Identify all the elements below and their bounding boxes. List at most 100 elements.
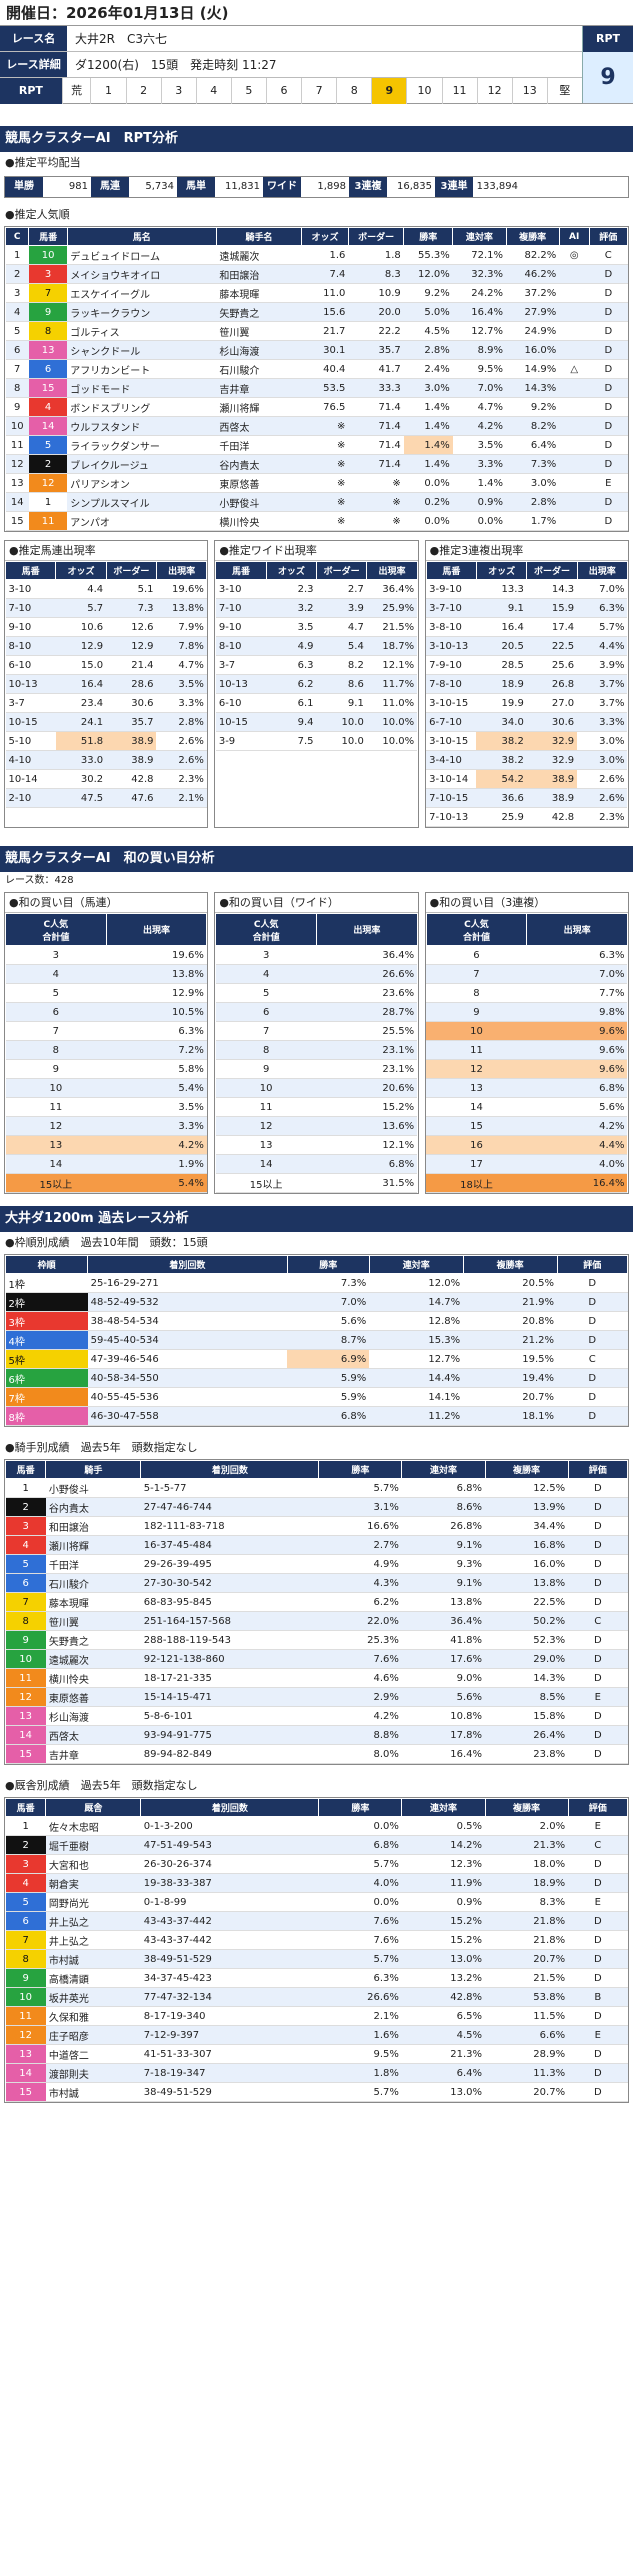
table-row: 1枠 25-16-29-271 7.3% 12.0% 20.5% D: [5, 1273, 628, 1293]
table-cell: 14: [5, 492, 29, 512]
table-cell: 4枠: [5, 1330, 88, 1350]
column-header: 評価: [556, 1255, 629, 1274]
table-row: 5 12.9%: [5, 983, 207, 1003]
table-row: 5-10 51.8 38.9 2.6%: [5, 731, 207, 751]
table-cell: 10.0: [316, 731, 367, 751]
table-cell: 1.4%: [403, 416, 453, 436]
table-row: 7 藤本現暉 68-83-95-845 6.2% 13.8% 22.5% D: [5, 1592, 628, 1612]
table-cell: [559, 378, 590, 398]
table-cell: 3-7: [5, 693, 56, 713]
table-cell: 0.2%: [403, 492, 453, 512]
table-row: 7 6.3%: [5, 1021, 207, 1041]
column-header: 騎手: [45, 1460, 142, 1479]
table-cell: 5.1: [106, 579, 157, 599]
table-row: 10-15 24.1 35.7 2.8%: [5, 712, 207, 732]
table-cell: 4.7%: [156, 655, 207, 675]
table-row: 10-14 30.2 42.8 2.3%: [5, 769, 207, 789]
table-cell: 4: [5, 302, 29, 322]
table-cell: 19.4%: [463, 1368, 558, 1388]
table-cell: 2: [5, 264, 29, 284]
table-cell: 9.6%: [526, 1059, 628, 1079]
table-row: 15 吉井章 89-94-82-849 8.0% 16.4% 23.8% D: [5, 1744, 628, 1764]
table-row: 2 3 メイショウキオイロ 和田譲治 7.4 8.3 12.0% 32.3% 46.2% D: [5, 264, 628, 284]
table-cell: 10.9: [348, 283, 404, 303]
table-cell: 10: [215, 1078, 317, 1098]
table-cell: 28.5: [476, 655, 527, 675]
table-cell: 25.3%: [318, 1630, 402, 1650]
pay-row: 単勝 981 馬連 5,734 馬単 11,831 ワイド 1,898 3連複 16,835 3連単…: [4, 176, 629, 198]
table-row: 14 5.6%: [426, 1097, 628, 1117]
table-cell: 1: [28, 492, 68, 512]
table-cell: 2: [5, 1497, 46, 1517]
table-cell: 西啓太: [216, 416, 302, 436]
table-row: 13 杉山海渡 5-8-6-101 4.2% 10.8% 15.8% D: [5, 1706, 628, 1726]
table-cell: 23.8%: [485, 1744, 569, 1764]
table-row: 8-10 4.9 5.4 18.7%: [215, 636, 418, 656]
table-cell: 3-10-13: [426, 636, 477, 656]
column-header: 評価: [567, 1460, 629, 1479]
table-cell: 21.5%: [366, 617, 418, 637]
table-cell: 14: [5, 2063, 46, 2083]
table-cell: 7: [28, 283, 68, 303]
table-cell: 12.8%: [369, 1311, 464, 1331]
table-cell: D: [568, 1630, 628, 1650]
table-cell: シャンクドール: [67, 340, 217, 360]
table-cell: 横川怜央: [216, 511, 302, 531]
table-cell: 5.8%: [106, 1059, 207, 1079]
column-header: 馬番: [4, 1460, 47, 1479]
table-cell: 21.9%: [463, 1292, 558, 1312]
table-cell: D: [557, 1330, 628, 1350]
table-row: 15 4.2%: [426, 1116, 628, 1136]
table-cell: 9.4: [266, 712, 317, 732]
table-row: 10 14 ウルフスタンド 西啓太 ※ 71.4 1.4% 4.2% 8.2% D: [5, 416, 628, 436]
table-row: 9 5.8%: [5, 1059, 207, 1079]
table-cell: 3.3%: [452, 454, 507, 474]
table-cell: 11: [5, 1097, 107, 1117]
table-cell: 35.7: [106, 712, 157, 732]
table-cell: 40.4: [301, 359, 349, 379]
table-cell: 42.8: [106, 769, 157, 789]
table-cell: 3.0%: [577, 731, 628, 751]
table-cell: 3: [5, 1854, 46, 1874]
table-row: 10-13 16.4 28.6 3.5%: [5, 674, 207, 694]
table-row: 4-10 33.0 38.9 2.6%: [5, 750, 207, 770]
table-cell: 68-83-95-845: [140, 1592, 319, 1612]
table-cell: エスケイイーグル: [67, 283, 217, 303]
table-cell: 21.5%: [485, 1968, 569, 1988]
table-cell: 12: [5, 1116, 107, 1136]
table-header-row: 馬番 騎手 着別回数 勝率 連対率 複勝率 評価: [4, 1460, 629, 1479]
table-cell: 2.1%: [318, 2006, 402, 2026]
table-cell: 8.2%: [506, 416, 560, 436]
waku-title: ●枠順別成績 過去10年間 頭数：15頭: [5, 1236, 208, 1249]
table-cell: [559, 473, 590, 493]
table-cell: 9.5%: [318, 2044, 402, 2064]
table-row: 9 4 ボンドスブリング 瀬川将輝 76.5 71.4 1.4% 4.7% 9.2% D: [5, 397, 628, 417]
table-cell: 6.8%: [401, 1478, 485, 1498]
rpt-scale-cell: 11: [441, 78, 477, 104]
table-cell: 2.6%: [577, 769, 628, 789]
column-header: 騎手名: [215, 227, 303, 246]
table-cell: 5-10: [5, 731, 56, 751]
table-row: 10-15 9.4 10.0 10.0%: [215, 712, 418, 732]
table-row: 10 5.4%: [5, 1078, 207, 1098]
table-cell: ウルフスタンド: [67, 416, 217, 436]
table-row: 14 1 シンプルスマイル 小野俊斗 ※ ※ 0.2% 0.9% 2.8% D: [5, 492, 628, 512]
sanfuku-table: 馬番 オッズ ボーダー 出現率 3-9-10 13.3 14.3 7.0% 3-7-10 9.1 1…: [425, 561, 628, 827]
table-cell: 24.9%: [506, 321, 560, 341]
table-cell: 6.3%: [318, 1968, 402, 1988]
table-cell: 4.5%: [403, 321, 453, 341]
table-cell: D: [557, 1273, 628, 1293]
table-cell: 8.2: [316, 655, 367, 675]
rpt-scale-cell: 9: [371, 78, 407, 104]
wa-panels: ●和の買い目（馬連） C人気 合計値 出現率 3 19.6% 4 13.8% 5 12.9% 6 1…: [0, 890, 633, 1198]
table-cell: 8: [215, 1040, 317, 1060]
column-header: 連対率: [401, 1460, 486, 1479]
table-cell: 0.0%: [318, 1816, 402, 1836]
table-cell: 22.0%: [318, 1611, 402, 1631]
table-cell: 43-43-37-442: [140, 1930, 319, 1950]
rpt-scale-label: RPT: [0, 78, 62, 104]
table-cell: 52.3%: [485, 1630, 569, 1650]
table-cell: 14: [28, 416, 68, 436]
table-cell: 26.6%: [318, 1987, 402, 2007]
table-cell: D: [568, 2063, 628, 2083]
